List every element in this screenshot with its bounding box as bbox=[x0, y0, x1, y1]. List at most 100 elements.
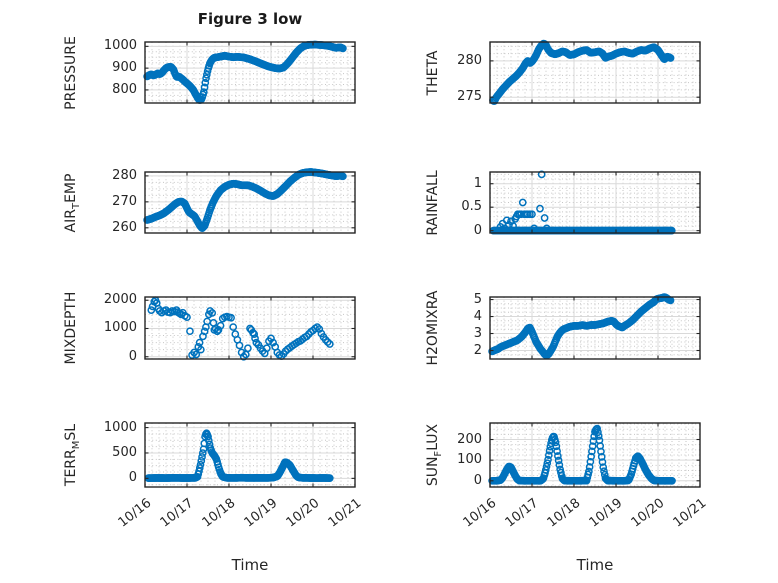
data-point bbox=[213, 327, 222, 336]
data-point bbox=[262, 344, 271, 353]
data-point bbox=[237, 348, 246, 357]
ylabel-text: TERR bbox=[63, 449, 79, 487]
y-tick-label-h2omixra: 3 bbox=[473, 325, 482, 341]
data-point bbox=[667, 226, 676, 235]
data-point bbox=[555, 461, 564, 469]
data-point bbox=[545, 446, 554, 455]
data-point bbox=[554, 452, 562, 460]
data-point bbox=[196, 460, 205, 469]
data-point bbox=[190, 348, 198, 357]
x-tick-label: 10/19 bbox=[241, 495, 281, 531]
data-point bbox=[197, 345, 205, 354]
data-point bbox=[227, 313, 235, 322]
y-axis-label-sun-flux: SUNFLUX bbox=[423, 370, 444, 540]
ylabel-text: SUN bbox=[425, 456, 441, 487]
x-tick-label: 10/20 bbox=[283, 495, 323, 531]
y-tick-label-air-temp: 260 bbox=[112, 219, 137, 235]
y-tick-label-theta: 275 bbox=[457, 89, 482, 105]
series-rainfall bbox=[489, 170, 676, 235]
data-point bbox=[198, 449, 207, 457]
axes-box bbox=[144, 41, 356, 104]
x-axis-title-left: Time bbox=[231, 556, 269, 574]
data-point bbox=[339, 44, 347, 53]
data-point bbox=[214, 326, 223, 334]
subplot-sun-flux bbox=[488, 422, 701, 488]
data-point bbox=[325, 474, 334, 482]
data-point bbox=[251, 334, 259, 343]
data-point bbox=[208, 309, 217, 317]
y-tick-label-sun-flux: 100 bbox=[457, 452, 482, 468]
x-tick-label: 10/18 bbox=[544, 495, 584, 531]
subplot-pressure bbox=[143, 40, 356, 104]
x-tick-label: 10/17 bbox=[502, 495, 542, 531]
data-point bbox=[597, 453, 606, 461]
data-point bbox=[197, 456, 206, 465]
data-point bbox=[666, 54, 675, 62]
data-point bbox=[553, 447, 561, 456]
series-terr-msl bbox=[144, 429, 334, 482]
series-h2omixra bbox=[488, 293, 675, 360]
data-point bbox=[587, 452, 595, 461]
y-tick-label-terr-msl: 500 bbox=[112, 444, 137, 460]
data-point bbox=[598, 458, 607, 466]
data-point bbox=[199, 88, 208, 96]
ylabel-subscript: M bbox=[71, 440, 82, 450]
data-point bbox=[177, 310, 185, 319]
data-point bbox=[541, 466, 550, 474]
data-point bbox=[250, 330, 259, 338]
subplot-air-temp bbox=[143, 168, 356, 234]
data-point bbox=[200, 327, 209, 336]
data-point bbox=[594, 428, 602, 437]
data-point bbox=[552, 442, 561, 451]
subplot-rainfall bbox=[489, 170, 701, 235]
data-point bbox=[147, 306, 156, 314]
ylabel-subscript: T bbox=[71, 202, 82, 209]
data-point bbox=[204, 432, 212, 441]
data-point bbox=[201, 78, 210, 87]
data-point bbox=[593, 424, 602, 433]
data-point bbox=[597, 447, 605, 456]
ylabel-text: EMP bbox=[63, 173, 79, 203]
x-tick-label: 10/18 bbox=[199, 495, 239, 531]
x-axis-title-right: Time bbox=[576, 556, 614, 574]
ylabel-text: H2OMIXRA bbox=[425, 290, 441, 366]
data-point bbox=[540, 214, 549, 222]
data-point bbox=[267, 334, 275, 343]
y-tick-label-sun-flux: 0 bbox=[473, 472, 482, 488]
axes-box bbox=[489, 171, 701, 234]
ylabel-text: MIXDEPTH bbox=[63, 291, 79, 365]
axes-box bbox=[489, 41, 701, 104]
y-tick-label-rainfall: 0 bbox=[473, 222, 482, 238]
y-tick-label-terr-msl: 1000 bbox=[103, 419, 137, 435]
y-tick-label-rainfall: 1 bbox=[473, 175, 482, 191]
data-point bbox=[543, 459, 552, 468]
axes-box bbox=[144, 422, 356, 488]
x-tick-label: 10/19 bbox=[586, 495, 626, 531]
ylabel-text: RAINFALL bbox=[425, 169, 441, 236]
data-point bbox=[200, 83, 209, 92]
data-point bbox=[536, 204, 544, 213]
data-point bbox=[195, 338, 204, 347]
ylabel-text: THETA bbox=[425, 50, 441, 95]
y-tick-label-rainfall: 0.5 bbox=[461, 199, 482, 215]
data-point bbox=[599, 463, 608, 472]
data-point bbox=[585, 467, 593, 476]
y-axis-label-terr-msl: TERRMSL bbox=[61, 370, 82, 540]
y-tick-label-mixdepth: 0 bbox=[128, 348, 137, 364]
data-point bbox=[186, 327, 194, 336]
x-tick-label: 10/21 bbox=[670, 495, 710, 531]
data-point bbox=[588, 447, 596, 456]
data-point bbox=[204, 436, 213, 445]
data-point bbox=[206, 307, 214, 315]
x-tick-label: 10/16 bbox=[115, 495, 155, 531]
y-tick-label-h2omixra: 4 bbox=[473, 308, 482, 324]
y-tick-label-theta: 280 bbox=[457, 52, 482, 68]
ylabel-text: PRESSURE bbox=[63, 35, 79, 110]
data-point bbox=[551, 438, 560, 447]
series-air-temp bbox=[143, 168, 347, 233]
figure-title: Figure 3 low bbox=[197, 10, 303, 28]
data-point bbox=[544, 451, 553, 460]
x-tick-label: 10/20 bbox=[628, 495, 668, 531]
y-tick-label-h2omixra: 5 bbox=[473, 291, 482, 307]
